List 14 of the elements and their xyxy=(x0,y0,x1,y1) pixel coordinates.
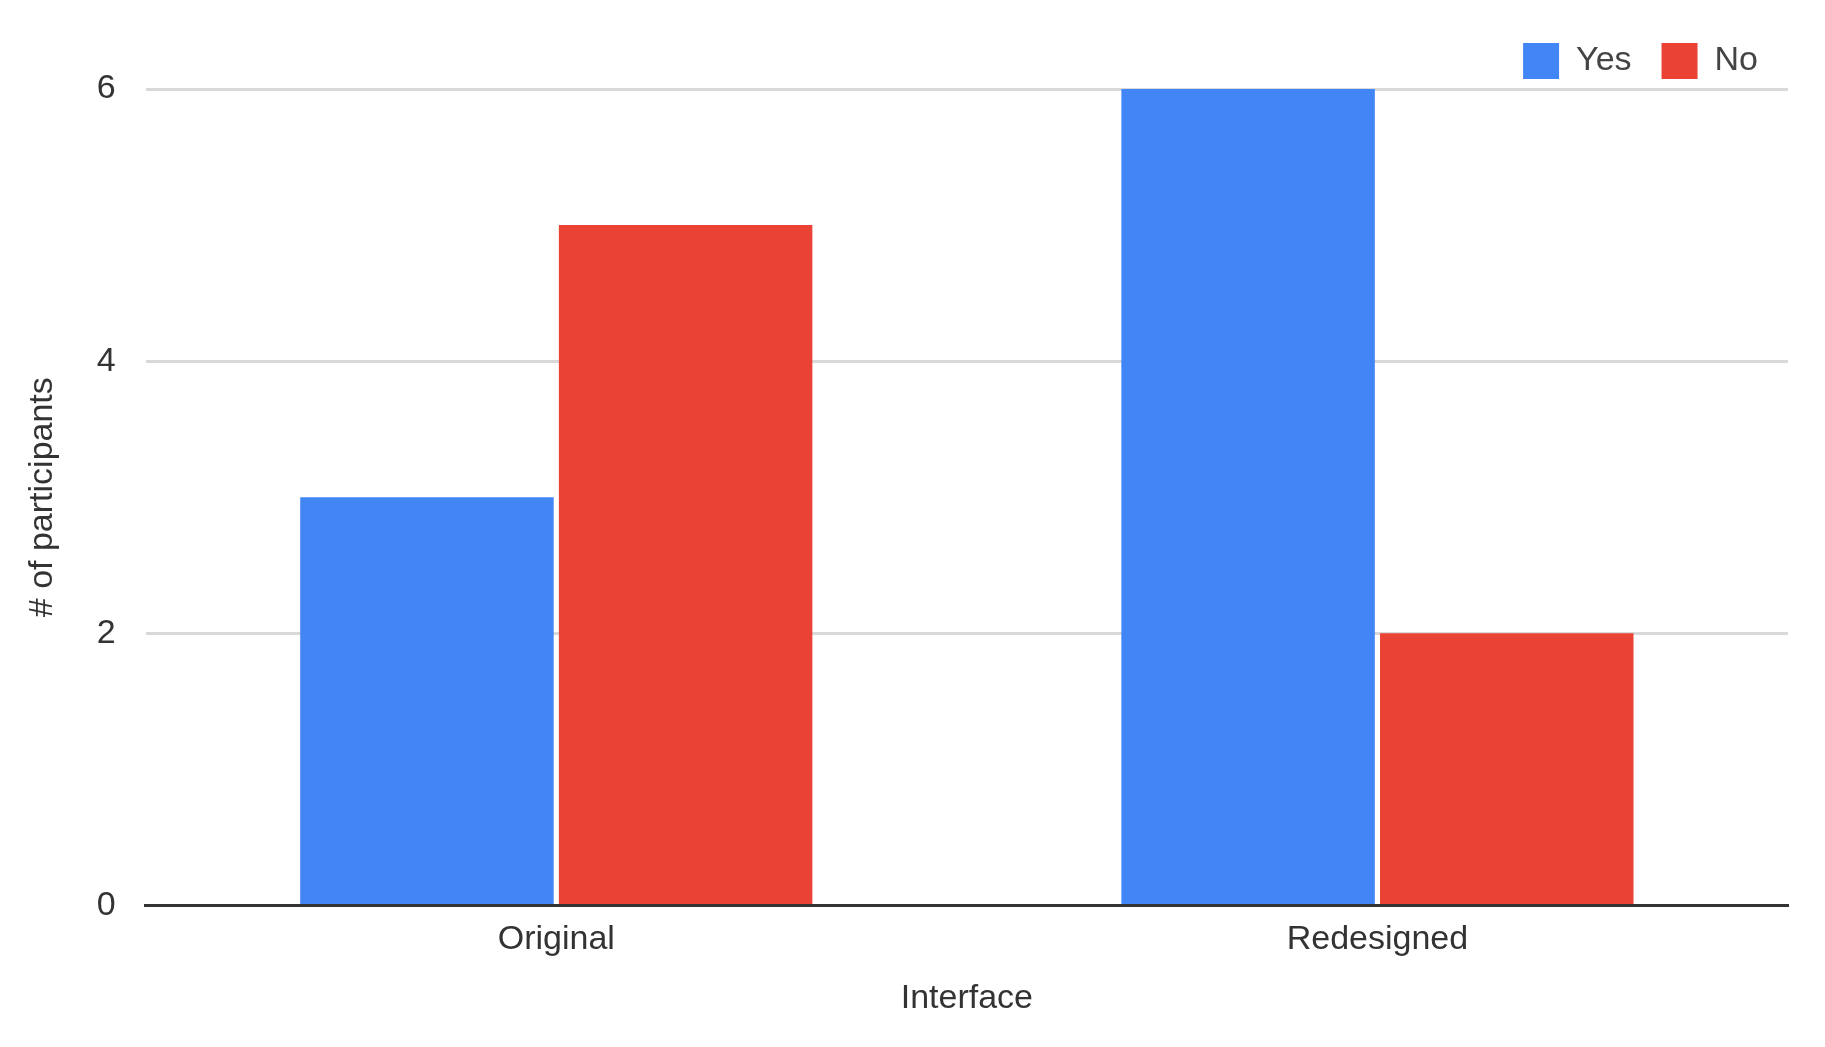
x-tick-label: Original xyxy=(497,918,615,957)
x-tick-label: Redesigned xyxy=(1286,918,1469,957)
bar xyxy=(300,497,554,904)
bar xyxy=(558,225,813,904)
x-axis-title: Interface xyxy=(900,976,1034,1015)
legend-label: No xyxy=(1714,39,1759,78)
y-tick-label: 0 xyxy=(96,883,116,922)
y-tick-label: 6 xyxy=(96,67,116,106)
legend-label: Yes xyxy=(1576,39,1632,78)
bar xyxy=(1121,89,1375,904)
y-tick-label: 4 xyxy=(96,339,116,378)
y-tick-label: 2 xyxy=(96,611,116,650)
y-axis-title: # of participants xyxy=(20,377,59,618)
bar xyxy=(1380,633,1634,904)
